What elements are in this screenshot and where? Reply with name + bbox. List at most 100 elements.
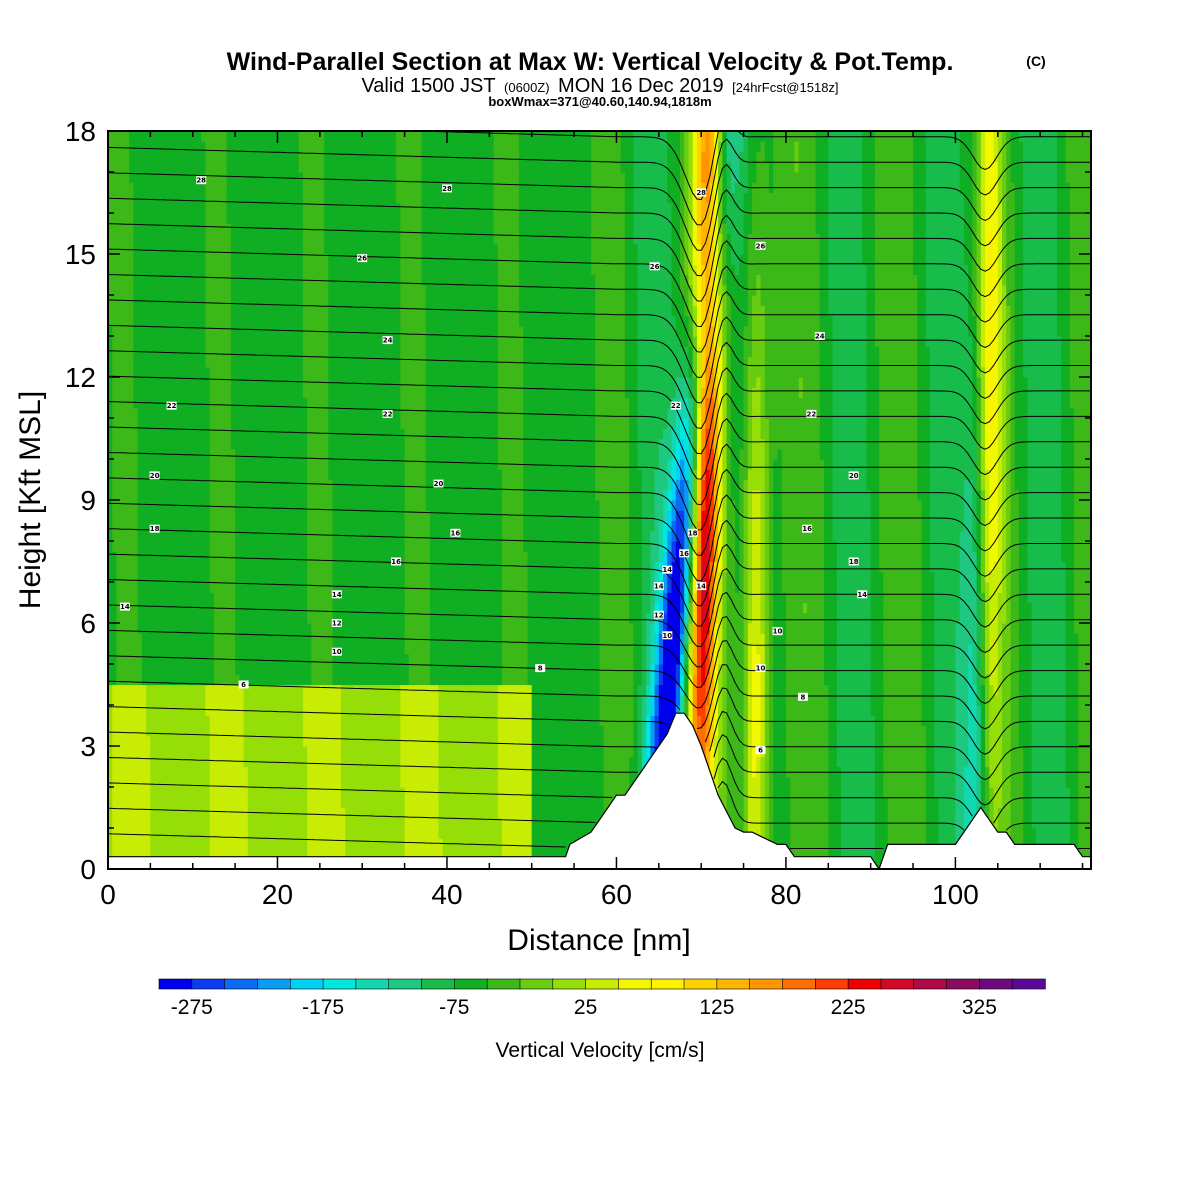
w-cell <box>112 141 118 153</box>
w-cell <box>362 336 368 347</box>
w-cell <box>294 254 300 265</box>
w-cell <box>226 848 232 860</box>
w-cell <box>201 366 207 378</box>
w-cell <box>120 582 126 593</box>
w-cell <box>324 213 329 224</box>
w-cell <box>341 305 346 317</box>
w-cell <box>137 172 143 183</box>
w-cell <box>357 407 363 419</box>
w-cell <box>150 325 156 337</box>
w-cell <box>188 817 194 829</box>
w-cell <box>196 674 202 686</box>
w-cell <box>400 848 406 860</box>
w-cell <box>226 182 232 194</box>
w-cell <box>290 633 296 645</box>
w-cell <box>252 459 257 470</box>
w-cell <box>163 284 168 296</box>
w-cell <box>184 254 190 265</box>
w-cell <box>294 756 300 768</box>
w-cell <box>379 592 385 604</box>
w-cell <box>341 325 346 337</box>
w-cell <box>277 633 283 645</box>
w-cell <box>252 582 257 593</box>
w-cell <box>192 787 198 798</box>
w-cell <box>150 571 156 583</box>
w-cell <box>341 582 346 593</box>
w-cell <box>341 489 346 501</box>
w-cell <box>167 592 173 604</box>
w-cell <box>205 243 211 255</box>
w-cell <box>243 664 249 675</box>
w-cell <box>192 664 198 675</box>
w-cell <box>108 182 113 194</box>
w-cell <box>298 213 304 224</box>
w-cell <box>332 705 338 716</box>
w-cell <box>239 582 245 593</box>
w-cell <box>243 776 249 788</box>
w-cell <box>150 489 156 501</box>
w-cell <box>163 407 168 419</box>
w-cell <box>383 684 389 696</box>
w-cell <box>201 459 207 470</box>
w-cell <box>163 418 168 429</box>
w-cell <box>112 233 118 245</box>
w-cell <box>209 828 215 839</box>
w-cell <box>222 684 228 696</box>
w-cell <box>391 346 397 358</box>
w-cell <box>129 776 135 788</box>
w-cell <box>260 325 266 337</box>
w-cell <box>290 264 296 276</box>
w-cell <box>226 623 232 634</box>
w-cell <box>307 418 312 429</box>
w-cell <box>285 182 291 194</box>
w-cell <box>150 715 156 727</box>
w-cell <box>235 602 240 614</box>
w-cell <box>264 623 270 634</box>
w-cell <box>281 715 287 727</box>
w-cell <box>201 346 207 358</box>
w-cell <box>379 182 385 194</box>
w-cell <box>213 500 219 511</box>
w-cell <box>163 623 168 634</box>
w-cell <box>277 418 283 429</box>
w-cell <box>154 233 160 245</box>
w-cell <box>235 582 240 593</box>
w-cell <box>137 551 143 563</box>
w-cell <box>328 817 334 829</box>
w-cell <box>112 428 118 440</box>
w-cell <box>196 746 202 757</box>
w-cell <box>116 213 122 224</box>
w-cell <box>260 223 266 235</box>
w-cell <box>294 797 300 809</box>
w-cell <box>387 377 393 388</box>
w-cell <box>192 356 198 368</box>
w-cell <box>383 746 389 757</box>
w-cell <box>205 377 211 388</box>
w-cell <box>243 510 249 522</box>
w-cell <box>294 530 300 542</box>
w-cell <box>277 161 283 173</box>
w-cell <box>353 356 359 368</box>
w-cell <box>298 479 304 491</box>
w-cell <box>205 213 211 224</box>
w-cell <box>307 817 312 829</box>
w-cell <box>235 254 240 265</box>
w-cell <box>319 746 325 757</box>
w-cell <box>167 653 173 665</box>
w-cell <box>281 797 287 809</box>
w-cell <box>285 243 291 255</box>
w-cell <box>307 346 312 358</box>
w-cell <box>391 643 397 655</box>
w-cell <box>175 848 181 860</box>
w-cell <box>116 223 122 235</box>
w-cell <box>396 346 401 358</box>
w-cell <box>116 828 122 839</box>
w-cell <box>256 141 262 153</box>
w-cell <box>188 561 194 573</box>
w-cell <box>239 233 245 245</box>
w-cell <box>209 305 215 317</box>
w-cell <box>336 131 342 142</box>
w-cell <box>336 243 342 255</box>
w-cell <box>370 346 376 358</box>
w-cell <box>180 664 185 675</box>
